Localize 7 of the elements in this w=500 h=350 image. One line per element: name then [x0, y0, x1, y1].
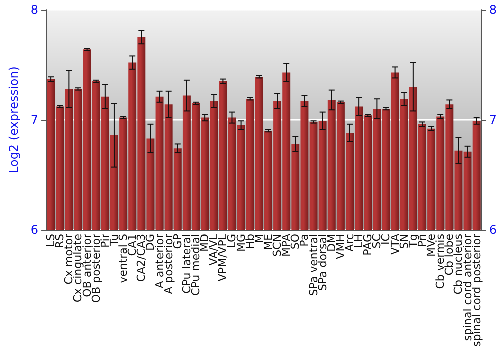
y2-tick-label: 6	[489, 223, 498, 238]
y-tick-label: 6	[30, 223, 39, 238]
y-tick-label: 8	[30, 3, 39, 17]
y2-tick-label: 8	[489, 3, 498, 17]
y2-tick-label: 7	[489, 113, 498, 128]
y-tick-label: 7	[30, 113, 39, 128]
y-axis-title: Log2 (expression)	[7, 66, 21, 174]
